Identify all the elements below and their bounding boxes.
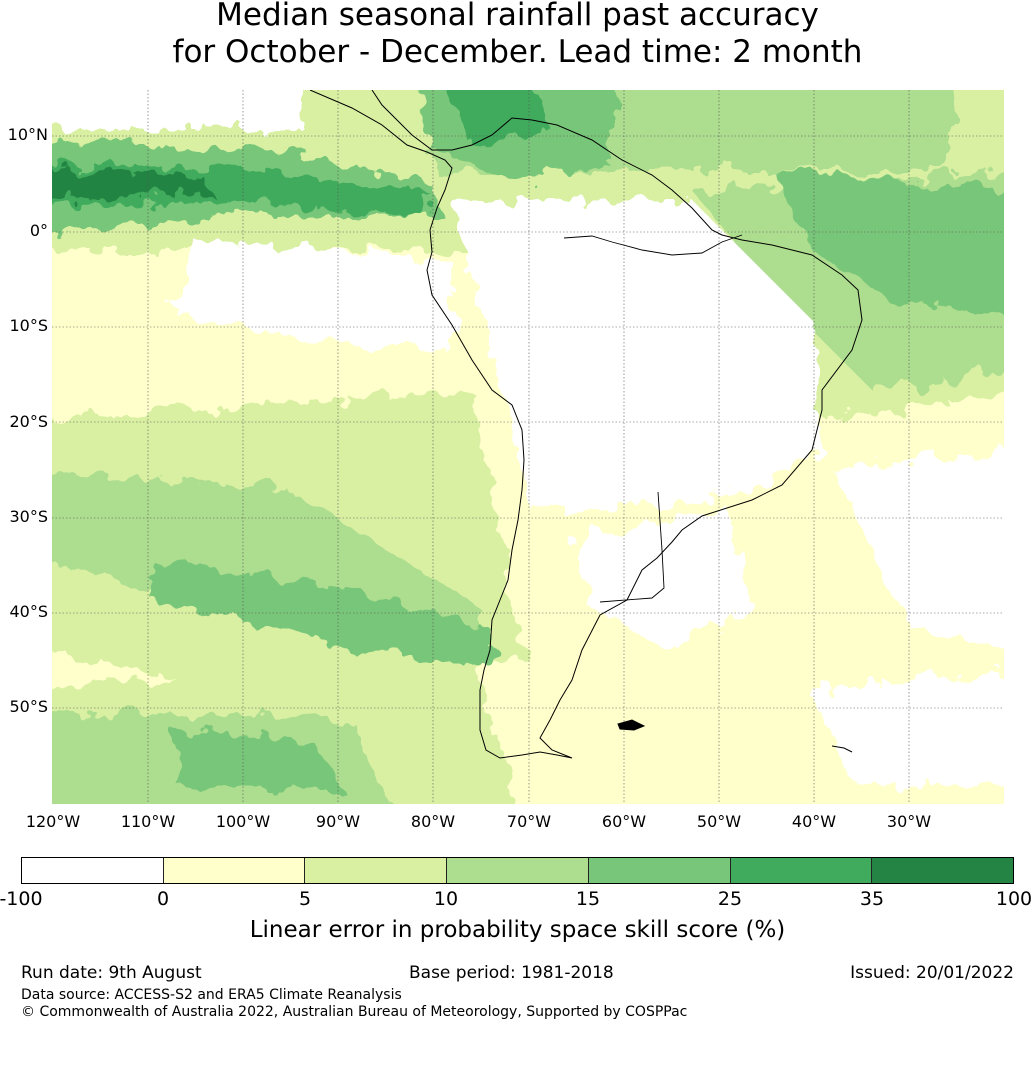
colorbar-label: Linear error in probability space skill … [249, 917, 786, 943]
colorbar-tick: 5 [298, 888, 312, 910]
copyright: © Commonwealth of Australia 2022, Austra… [21, 1004, 688, 1020]
lon-label-90w: 90°W [315, 812, 361, 831]
colorbar [21, 857, 1014, 884]
lon-label-120w: 120°W [25, 812, 81, 831]
lat-label-0: 0° [29, 221, 48, 240]
lon-label-70w: 70°W [506, 812, 552, 831]
base-period: Base period: 1981-2018 [409, 963, 614, 983]
colorbar-tick: 0 [156, 888, 170, 910]
colorbar-tick: 25 [717, 888, 743, 910]
colorbar-segment [163, 858, 306, 883]
data-source: Data source: ACCESS-S2 and ERA5 Climate … [21, 987, 402, 1003]
colorbar-segment [730, 858, 873, 883]
lat-label-30s: 30°S [9, 507, 48, 526]
lat-label-10s: 10°S [9, 316, 48, 335]
run-date: Run date: 9th August [21, 963, 202, 983]
colorbar-tick: 10 [433, 888, 459, 910]
lat-label-10n: 10°N [7, 125, 48, 144]
south-america-coastline [309, 90, 863, 759]
amazon-river [563, 234, 743, 256]
rio-de-la-plata [599, 491, 665, 603]
skill-field [52, 90, 1004, 804]
colorbar-segment [305, 858, 448, 883]
colorbar-tick: 15 [575, 888, 601, 910]
colorbar-segment [872, 858, 1014, 883]
lon-label-110w: 110°W [120, 812, 176, 831]
chart-title-line1: Median seasonal rainfall past accuracy [216, 0, 819, 33]
lon-label-30w: 30°W [886, 812, 932, 831]
gridlines [52, 90, 1004, 804]
lon-label-80w: 80°W [410, 812, 456, 831]
south-georgia [831, 745, 853, 753]
chart-title-line2: for October - December. Lead time: 2 mon… [172, 34, 863, 70]
lat-label-20s: 20°S [9, 412, 48, 431]
lat-label-40s: 40°S [9, 602, 48, 621]
lon-label-60w: 60°W [601, 812, 647, 831]
map-canvas [52, 90, 1004, 804]
lon-label-100w: 100°W [215, 812, 271, 831]
colorbar-segment [447, 858, 589, 883]
colorbar-segment [22, 858, 164, 883]
issued-date: Issued: 20/01/2022 [850, 963, 1014, 983]
colorbar-segment [588, 858, 731, 883]
skill-score-map [52, 90, 1004, 804]
colorbar-tick: 100 [995, 888, 1033, 910]
colorbar-tick: -100 [0, 888, 43, 910]
colorbar-tick: 35 [859, 888, 885, 910]
lat-label-50s: 50°S [9, 697, 48, 716]
lon-label-40w: 40°W [791, 812, 837, 831]
falkland-islands [617, 719, 646, 731]
lon-label-50w: 50°W [696, 812, 742, 831]
